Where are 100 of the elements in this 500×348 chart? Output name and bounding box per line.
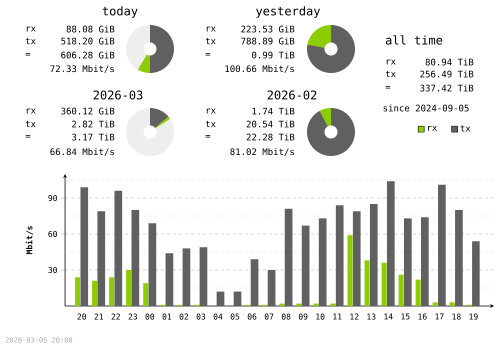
text: tx [26, 120, 36, 128]
text: 66.84 Mbit/s [50, 148, 114, 156]
bar [109, 277, 114, 306]
bar [268, 270, 276, 306]
text: rx [206, 108, 216, 114]
bar [182, 248, 190, 306]
text: 256.49 TiB [420, 70, 474, 78]
bar [348, 235, 353, 306]
text: 81.02 Mbit/s [230, 148, 294, 156]
bar [382, 262, 387, 306]
bar [336, 205, 344, 306]
y-axis-title: Mbit/s [26, 226, 34, 254]
bar [438, 184, 446, 306]
bar [318, 218, 327, 306]
text: 88.08 GiB [66, 26, 114, 32]
x-tick-label: 17 [436, 314, 444, 320]
text: 337.42 TiB [420, 84, 474, 92]
text: rx [386, 59, 396, 65]
text: tx [206, 120, 216, 128]
text: = [206, 52, 210, 56]
x-tick-label: 03 [196, 314, 206, 320]
text: 606.28 GiB [61, 52, 114, 58]
x-tick-label: 12 [350, 314, 358, 320]
x-tick-label: 01 [162, 314, 172, 320]
text: 223.53 GiB [241, 26, 294, 32]
x-tick-label: 18 [452, 314, 461, 320]
bar [234, 292, 242, 306]
bar [131, 210, 140, 306]
bar [143, 283, 148, 306]
text: 72.33 Mbit/s [50, 65, 114, 73]
text: = [26, 52, 30, 56]
text: = [206, 134, 210, 138]
bar [148, 223, 156, 306]
x-tick-label: 10 [316, 314, 324, 320]
x-tick-label: 02 [180, 314, 188, 320]
text: 360.12 GiB [61, 108, 114, 114]
text: 80.94 TiB [426, 58, 474, 66]
x-tick-label: 07 [264, 314, 274, 320]
y-tick-label: 30 [48, 266, 57, 274]
x-tick-label: 13 [367, 314, 376, 320]
bar [386, 181, 395, 306]
bar [404, 218, 412, 306]
text: rx [26, 26, 36, 32]
x-tick-label: 20 [78, 314, 86, 320]
bar [126, 270, 132, 306]
bar [200, 247, 208, 306]
bar [450, 302, 455, 306]
x-tick-label: 00 [146, 314, 154, 320]
bar [472, 241, 480, 306]
text: tx [26, 38, 36, 44]
bar [75, 277, 80, 306]
legend-label: rx [428, 126, 437, 131]
legend-label: tx [460, 125, 470, 132]
text: 1.74 TiB [252, 108, 294, 114]
text: tx [386, 70, 396, 78]
text: 788.89 GiB [241, 38, 294, 44]
y-tick-label: 60 [48, 230, 57, 238]
text: 0.99 TiB [252, 52, 294, 58]
x-tick-label: 22 [112, 314, 120, 320]
chart-title: 2026-02 [268, 90, 316, 100]
text: 22.28 TiB [246, 134, 294, 140]
text: since 2024-09-05 [384, 104, 469, 112]
x-tick-label: 06 [248, 314, 256, 320]
bar [92, 280, 98, 306]
text: 20.54 TiB [246, 120, 294, 128]
x-tick-label: 16 [418, 314, 427, 320]
bar [166, 253, 174, 306]
bar [302, 226, 310, 306]
bar [421, 217, 429, 306]
x-tick-label: 15 [401, 314, 410, 320]
x-tick-label: 09 [298, 314, 308, 320]
text: rx [26, 108, 36, 114]
bar [250, 259, 258, 306]
bar [398, 274, 404, 306]
text: 2.82 TiB [72, 120, 114, 128]
bar [416, 280, 421, 306]
x-tick-label: 21 [94, 314, 104, 320]
bar [364, 260, 370, 306]
chart-title: 2026-03 [94, 90, 142, 100]
text: tx [206, 38, 216, 44]
bar [352, 211, 361, 306]
x-tick-label: 11 [333, 314, 342, 320]
x-tick-label: 19 [470, 314, 478, 320]
text: 100.66 Mbit/s [225, 65, 294, 73]
bar [432, 302, 438, 306]
text: = [26, 134, 30, 138]
text: rx [206, 26, 216, 32]
x-tick-label: 08 [282, 314, 290, 320]
bar [80, 187, 88, 306]
text: 518.20 GiB [61, 38, 114, 44]
bar [216, 292, 224, 306]
x-tick-label: 04 [214, 314, 222, 320]
chart-title: yesterday [256, 6, 320, 18]
x-tick-label: 23 [128, 314, 138, 320]
text: 3.17 TiB [72, 134, 114, 140]
chart-title: today [102, 6, 138, 18]
bar [370, 204, 378, 306]
bar [455, 210, 463, 306]
text: all time [386, 35, 442, 45]
x-tick-label: 05 [230, 314, 240, 320]
